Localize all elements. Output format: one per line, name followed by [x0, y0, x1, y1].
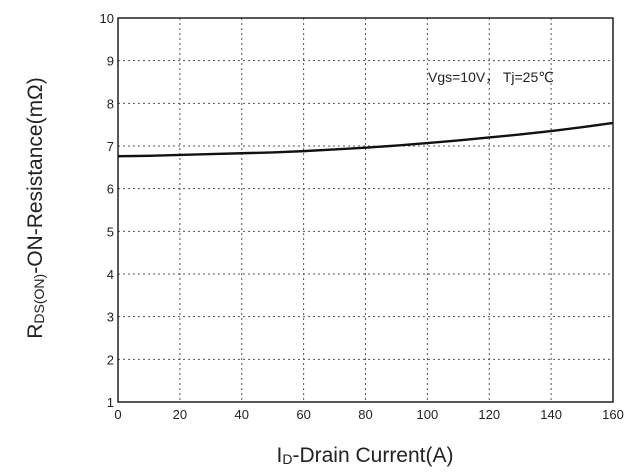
condition-annotation: Vgs=10V， Tj=25℃ [428, 69, 554, 85]
x-tick-label: 160 [602, 407, 624, 422]
y-tick-labels: 1 2 3 4 5 6 7 8 9 10 [100, 11, 114, 410]
y-axis-label: RDS(ON)-ON-Resistance(mΩ) [24, 77, 47, 339]
x-axis-label-main: I [277, 444, 283, 467]
y-tick-label: 6 [107, 182, 114, 197]
x-tick-label: 0 [114, 407, 121, 422]
x-tick-label: 20 [173, 407, 187, 422]
y-tick-label: 1 [107, 395, 114, 410]
y-tick-label: 7 [107, 139, 114, 154]
x-tick-labels: 0 20 40 60 80 100 120 140 160 [114, 407, 623, 422]
x-tick-label: 80 [358, 407, 372, 422]
y-axis-label-subscript: DS(ON) [31, 274, 47, 324]
x-tick-label: 40 [235, 407, 249, 422]
y-tick-label: 4 [107, 267, 114, 282]
y-tick-label: 5 [107, 224, 114, 239]
grid-lines [118, 18, 613, 402]
x-tick-label: 100 [417, 407, 439, 422]
x-axis-label: ID-Drain Current(A) [277, 444, 454, 467]
y-tick-label: 2 [107, 352, 114, 367]
plot-frame [117, 17, 614, 403]
y-tick-label: 3 [107, 310, 114, 325]
x-tick-label: 60 [296, 407, 310, 422]
y-axis-label-main: R [24, 324, 47, 339]
x-axis-label-rest: -Drain Current(A) [292, 444, 453, 467]
y-tick-label: 10 [100, 11, 114, 26]
x-axis-label-subscript: D [282, 451, 292, 467]
y-tick-label: 9 [107, 54, 114, 69]
y-tick-label: 8 [107, 96, 114, 111]
y-axis-label-rest: -ON-Resistance(mΩ) [24, 77, 47, 274]
x-tick-label: 120 [478, 407, 500, 422]
x-tick-label: 140 [540, 407, 562, 422]
series-line-rds-on [117, 121, 614, 158]
